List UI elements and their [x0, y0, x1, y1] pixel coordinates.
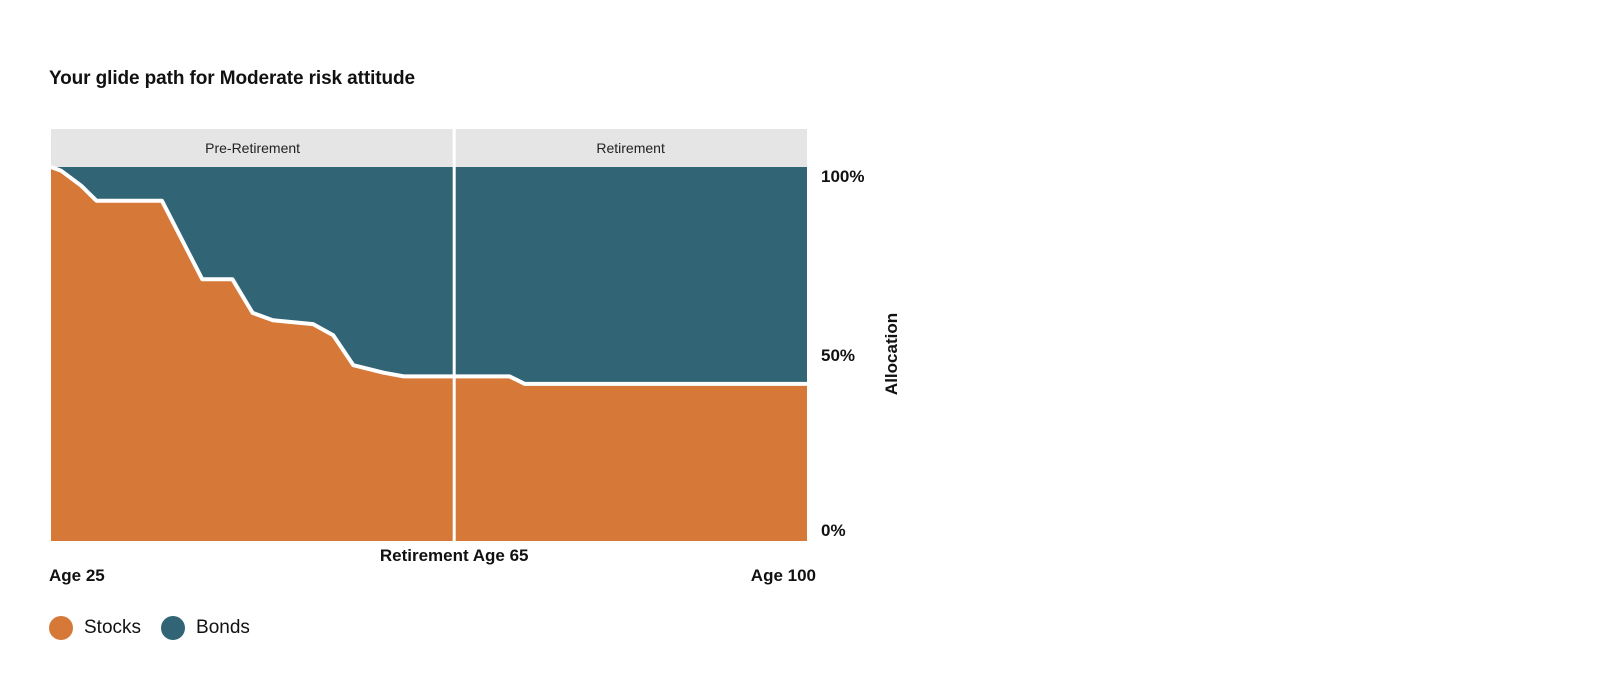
phase-band-pre-retirement	[51, 129, 455, 167]
y-tick-label-100: 100%	[821, 167, 864, 186]
legend-item-bonds: Bonds	[161, 616, 250, 640]
y-tick-label-50: 50%	[821, 346, 855, 365]
y-axis-title: Allocation	[882, 313, 901, 395]
allocation-boundary-line	[50, 165, 807, 386]
legend-label-stocks: Stocks	[84, 617, 142, 638]
phase-label-retirement: Retirement	[596, 140, 665, 156]
legend-item-stocks: Stocks	[49, 616, 141, 640]
stocks-area	[51, 167, 807, 541]
bonds-swatch-icon	[161, 616, 186, 640]
x-tick-label-start: Age 25	[49, 566, 105, 585]
y-tick-label-0: 0%	[821, 521, 846, 540]
phase-label-pre-retirement: Pre-Retirement	[205, 140, 300, 156]
legend: Stocks Bonds	[49, 616, 270, 640]
legend-label-bonds: Bonds	[196, 617, 250, 638]
stocks-swatch-icon	[49, 616, 73, 640]
phase-band-retirement	[454, 129, 807, 167]
x-tick-label-end: Age 100	[751, 566, 816, 585]
chart-title: Your glide path for Moderate risk attitu…	[49, 68, 415, 89]
x-tick-label-retirement: Retirement Age 65	[380, 546, 529, 565]
